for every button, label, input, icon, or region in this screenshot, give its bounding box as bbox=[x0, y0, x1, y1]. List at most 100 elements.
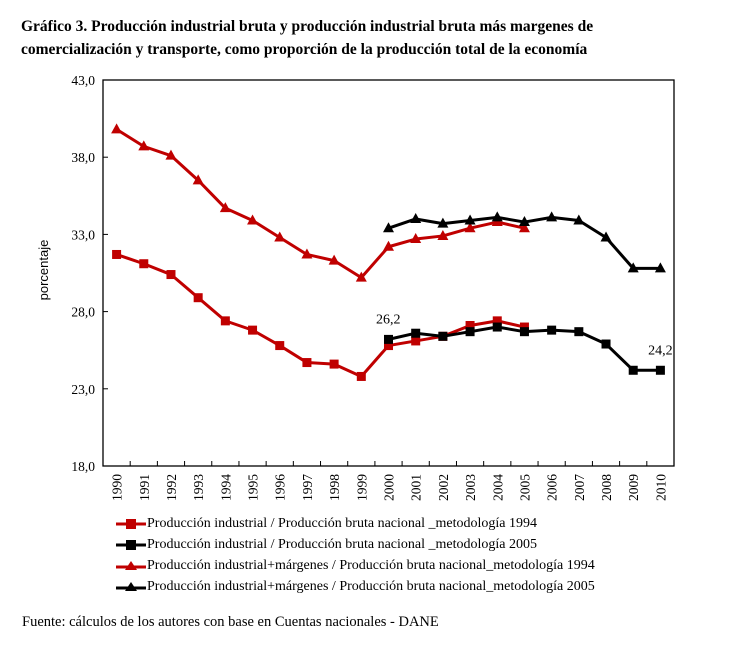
data-point-square bbox=[492, 322, 502, 332]
y-tick-label: 43,0 bbox=[71, 73, 95, 88]
data-point-square bbox=[275, 341, 285, 351]
data-point-square bbox=[492, 316, 502, 326]
data-point-square bbox=[112, 249, 122, 259]
data-point-triangle bbox=[410, 212, 422, 223]
data-point-square bbox=[465, 327, 475, 337]
chart-title-line-2: comercialización y transporte, como prop… bbox=[21, 41, 588, 58]
data-point-triangle bbox=[573, 214, 585, 225]
x-tick-label: 1997 bbox=[300, 474, 315, 501]
data-point-triangle bbox=[654, 262, 666, 273]
series-4 bbox=[383, 211, 666, 273]
data-point-square bbox=[465, 320, 475, 330]
x-tick-label: 2007 bbox=[572, 474, 587, 501]
data-point-square bbox=[519, 327, 529, 337]
data-point-square bbox=[139, 259, 149, 269]
data-point-square bbox=[302, 358, 312, 368]
data-point-triangle bbox=[274, 231, 286, 242]
x-tick-label: 2009 bbox=[626, 474, 641, 501]
source-note: Fuente: cálculos de los autores con base… bbox=[22, 614, 439, 630]
x-tick-label: 2005 bbox=[517, 474, 532, 501]
data-point-triangle bbox=[600, 231, 612, 242]
data-point-triangle bbox=[383, 222, 394, 233]
data-point-square bbox=[547, 325, 557, 335]
data-point-triangle bbox=[247, 214, 259, 225]
legend-label: Producción industrial+márgenes / Producc… bbox=[147, 578, 595, 594]
data-point-square bbox=[329, 359, 339, 369]
x-tick-label: 2002 bbox=[436, 474, 451, 501]
series-3 bbox=[111, 123, 530, 282]
axes: 18,0 23,0 28,0 33,0 38,0 43,0 1990 1991 1992 1993… bbox=[71, 73, 675, 501]
data-point-triangle bbox=[192, 174, 204, 185]
legend-item: Producción industrial / Producción bruta… bbox=[116, 513, 595, 534]
legend-marker-red-triangle bbox=[116, 560, 146, 570]
x-tick-label: 1995 bbox=[246, 474, 261, 501]
data-point-square bbox=[356, 371, 366, 381]
x-tick-label: 2006 bbox=[545, 474, 560, 501]
y-tick-label: 18,0 bbox=[71, 459, 95, 474]
data-point-triangle bbox=[138, 140, 150, 151]
series-1 bbox=[112, 249, 529, 381]
data-point-triangle bbox=[355, 271, 367, 282]
data-point-square bbox=[628, 365, 638, 375]
data-point-triangle bbox=[437, 217, 449, 228]
y-tick-label: 38,0 bbox=[71, 150, 95, 165]
data-point-triangle bbox=[518, 222, 530, 233]
data-point-triangle bbox=[627, 262, 639, 273]
x-tick-label: 1999 bbox=[354, 474, 369, 501]
x-tick-label: 2000 bbox=[382, 474, 397, 501]
data-point-square bbox=[220, 316, 230, 326]
data-point-triangle bbox=[383, 240, 394, 251]
data-point-square bbox=[384, 341, 393, 351]
series-group bbox=[111, 123, 666, 381]
data-point-square bbox=[384, 334, 393, 344]
x-tick-label: 1994 bbox=[218, 474, 233, 501]
data-point-square bbox=[193, 293, 203, 303]
series-line bbox=[115, 128, 525, 280]
x-tick-label: 2004 bbox=[490, 474, 505, 501]
series-2 bbox=[384, 322, 665, 375]
data-point-square bbox=[438, 331, 448, 341]
x-tick-label: 1992 bbox=[164, 474, 179, 501]
x-tick-label: 2008 bbox=[599, 474, 614, 501]
data-point-triangle bbox=[437, 229, 449, 240]
data-point-square bbox=[411, 336, 421, 346]
x-tick-label: 2001 bbox=[409, 474, 424, 501]
legend-marker-red-square bbox=[116, 518, 146, 529]
annotations-group: 26,2 24,2 bbox=[376, 312, 673, 358]
data-point-square bbox=[519, 322, 529, 332]
plot-frame bbox=[102, 79, 675, 467]
data-point-square bbox=[574, 327, 584, 337]
data-label: 24,2 bbox=[648, 343, 673, 358]
x-tick-label: 1990 bbox=[110, 474, 125, 501]
data-point-triangle bbox=[464, 214, 476, 225]
data-point-triangle bbox=[491, 211, 503, 222]
data-point-triangle bbox=[111, 123, 123, 134]
data-point-triangle bbox=[328, 254, 340, 265]
data-point-triangle bbox=[518, 216, 530, 227]
legend-marker-black-square bbox=[116, 539, 146, 550]
x-tick-label: 1996 bbox=[273, 474, 288, 501]
data-point-triangle bbox=[546, 211, 558, 222]
legend-label: Producción industrial / Producción bruta… bbox=[147, 536, 537, 552]
legend-item: Producción industrial+márgenes / Producc… bbox=[116, 555, 595, 576]
chart-title: Gráfico 3. Producción industrial bruta y… bbox=[21, 15, 741, 61]
y-tick-label: 33,0 bbox=[71, 227, 95, 242]
x-tick-label: 2010 bbox=[653, 474, 668, 501]
data-point-square bbox=[166, 270, 176, 280]
legend-label: Producción industrial / Producción bruta… bbox=[147, 515, 537, 531]
x-tick-label: 1998 bbox=[327, 474, 342, 501]
y-axis-label: porcentaje bbox=[36, 240, 51, 301]
legend: Producción industrial / Producción bruta… bbox=[116, 513, 595, 597]
legend-marker-black-triangle bbox=[116, 581, 146, 591]
data-point-square bbox=[248, 325, 258, 335]
data-point-square bbox=[601, 339, 611, 349]
data-point-triangle bbox=[410, 233, 422, 244]
legend-label: Producción industrial+márgenes / Producc… bbox=[147, 557, 595, 573]
x-tick-label: 1991 bbox=[137, 474, 152, 501]
data-point-square bbox=[411, 328, 421, 338]
y-tick-label: 23,0 bbox=[71, 382, 95, 397]
data-point-triangle bbox=[464, 222, 476, 233]
x-tick-label: 1993 bbox=[191, 474, 206, 501]
series-line bbox=[116, 253, 525, 378]
